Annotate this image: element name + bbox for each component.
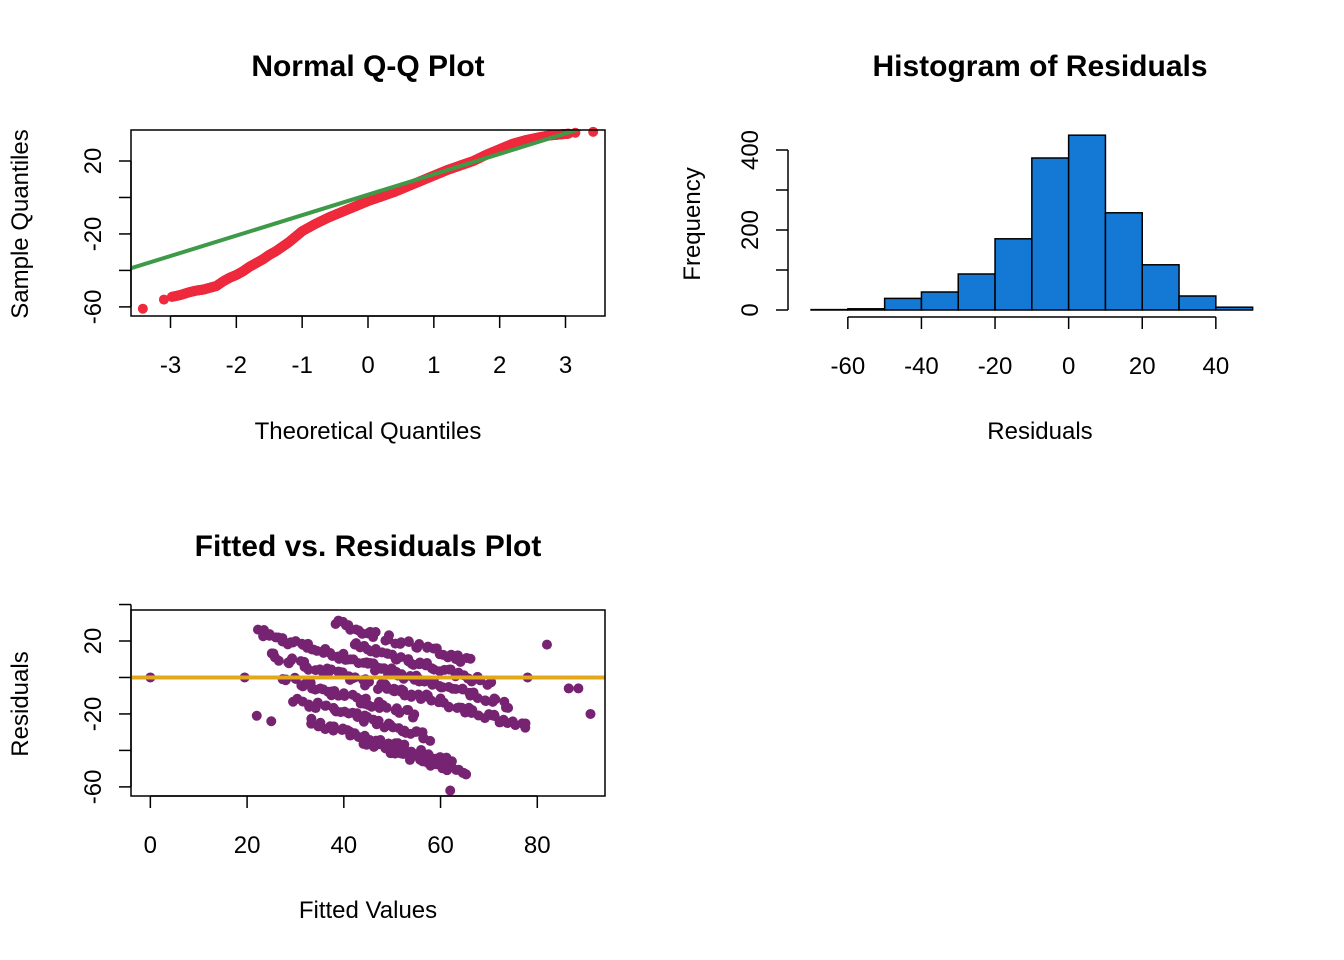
fr-point xyxy=(266,716,277,727)
hist-x-tick-label: 20 xyxy=(1129,353,1156,380)
fr-x-tick-label: 60 xyxy=(427,832,454,859)
qq-y-tick-label: -20 xyxy=(80,217,107,252)
fr-point xyxy=(425,735,436,746)
fr-point xyxy=(414,639,425,650)
fr-point xyxy=(443,701,454,712)
qq-x-tick-label: -1 xyxy=(291,352,312,379)
fr-title: Fitted vs. Residuals Plot xyxy=(195,530,542,563)
qq-title: Normal Q-Q Plot xyxy=(251,50,484,83)
fr-point xyxy=(372,738,383,749)
hist-bar xyxy=(957,273,996,311)
fr-x-tick-label: 20 xyxy=(234,832,261,859)
qq-x-tick-label: 3 xyxy=(559,352,572,379)
fr-point xyxy=(406,689,417,700)
histogram-panel: Histogram of Residuals Residuals Frequen… xyxy=(679,50,1254,445)
hist-bar xyxy=(883,297,923,311)
fr-point xyxy=(370,627,381,638)
fr-point xyxy=(585,708,596,719)
fr-point xyxy=(395,638,406,649)
hist-x-tick-label: 0 xyxy=(1062,353,1075,380)
fr-point xyxy=(287,637,298,648)
qq-x-tick-label: -3 xyxy=(160,352,181,379)
hist-xlabel: Residuals xyxy=(987,418,1092,445)
fr-point xyxy=(398,685,409,696)
fr-ylabel: Residuals xyxy=(7,651,34,756)
hist-y-tick-label: 0 xyxy=(737,303,764,316)
hist-bar xyxy=(1104,212,1143,311)
fr-x-tick-label: 0 xyxy=(144,832,157,859)
fr-point xyxy=(259,625,270,636)
fr-point xyxy=(251,710,262,721)
qq-x-tick-label: 2 xyxy=(493,352,506,379)
qq-y-tick-label: -60 xyxy=(80,290,107,325)
hist-bar xyxy=(1067,134,1107,311)
qq-plot-frame xyxy=(130,129,606,317)
fr-point xyxy=(409,709,420,720)
fr-point xyxy=(445,785,456,796)
hist-y-tick-label: 400 xyxy=(737,130,764,170)
fr-point xyxy=(328,721,339,732)
fr-point xyxy=(366,701,377,712)
hist-bar xyxy=(1031,157,1070,311)
qq-point xyxy=(137,303,148,314)
fr-point xyxy=(541,639,552,650)
fr-point xyxy=(399,739,410,750)
fr-point xyxy=(486,677,497,688)
fr-point xyxy=(371,719,382,730)
hist-title: Histogram of Residuals xyxy=(872,50,1207,83)
fr-point xyxy=(460,769,471,780)
fr-xlabel: Fitted Values xyxy=(299,897,437,924)
hist-bar xyxy=(1141,264,1180,311)
qq-x-tick-label: -2 xyxy=(226,352,247,379)
hist-ylabel: Frequency xyxy=(679,167,706,280)
fr-y-tick-label: -60 xyxy=(80,770,107,805)
qq-xlabel: Theoretical Quantiles xyxy=(255,418,482,445)
hist-x-tick-label: 40 xyxy=(1202,353,1229,380)
qq-point xyxy=(588,126,599,137)
fr-point xyxy=(381,702,392,713)
fr-point xyxy=(401,704,412,715)
fr-point xyxy=(338,688,349,699)
fr-point xyxy=(395,748,406,759)
fr-point xyxy=(520,722,531,733)
fr-point xyxy=(303,664,314,675)
fr-point xyxy=(273,655,284,666)
qq-x-tick-label: 1 xyxy=(427,352,440,379)
fr-plot-frame xyxy=(130,609,606,797)
fr-point xyxy=(383,630,394,641)
qq-x-tick-label: 0 xyxy=(361,352,374,379)
fr-x-tick-label: 40 xyxy=(330,832,357,859)
fr-point xyxy=(394,707,405,718)
qq-y-tick-label: 20 xyxy=(80,148,107,175)
fitted-residuals-panel: Fitted vs. Residuals Plot Fitted Values … xyxy=(7,530,606,924)
hist-bar xyxy=(1215,306,1254,311)
qq-plot-panel: Normal Q-Q Plot Theoretical Quantiles Sa… xyxy=(7,50,606,445)
fr-point xyxy=(472,693,483,704)
fr-point xyxy=(500,702,511,713)
hist-y-tick-label: 200 xyxy=(737,210,764,250)
qq-ylabel: Sample Quantiles xyxy=(7,129,34,318)
fr-point xyxy=(403,636,414,647)
fr-point xyxy=(389,683,400,694)
fr-point xyxy=(465,653,476,664)
fr-point xyxy=(573,683,584,694)
hist-bar xyxy=(1178,295,1217,311)
fr-y-tick-label: -20 xyxy=(80,697,107,732)
hist-x-tick-label: -60 xyxy=(830,353,865,380)
fr-y-tick-label: 20 xyxy=(80,628,107,655)
fr-x-tick-label: 80 xyxy=(524,832,551,859)
hist-x-tick-label: -40 xyxy=(904,353,939,380)
hist-bar xyxy=(920,291,959,311)
hist-bar xyxy=(994,238,1033,311)
qq-reference-line xyxy=(131,130,584,271)
qq-point xyxy=(158,294,169,305)
hist-bar xyxy=(847,308,886,311)
fr-point xyxy=(563,683,574,694)
hist-x-tick-label: -20 xyxy=(978,353,1013,380)
fr-point xyxy=(489,693,500,704)
fr-point xyxy=(287,653,298,664)
fr-point xyxy=(343,620,354,631)
